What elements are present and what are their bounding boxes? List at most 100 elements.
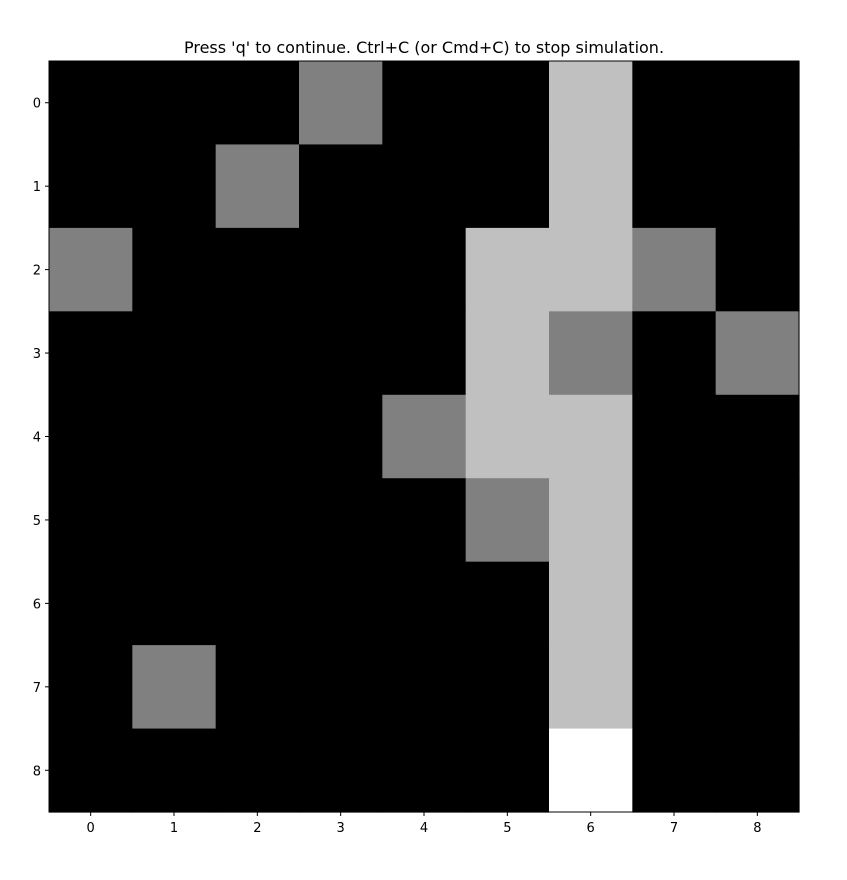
heatmap-cell-r4-c1 [132,394,217,479]
heatmap-cell-r6-c6 [549,561,633,646]
y-tick-label: 4 [33,431,41,446]
heatmap-cell-r6-c7 [632,561,717,646]
heatmap-cell-r0-c0 [49,61,133,146]
heatmap-cell-r0-c6 [549,61,633,146]
heatmap-cell-r8-c8 [715,728,800,813]
heatmap-cell-r3-c5 [465,311,550,396]
heatmap-cell-r5-c4 [382,478,467,563]
heatmap-cell-r3-c6 [549,311,633,396]
heatmap-cell-r4-c2 [215,394,300,479]
heatmap-cell-r3-c1 [132,311,217,396]
heatmap-cell-r0-c4 [382,61,467,146]
y-tick-label: 6 [33,597,41,612]
heatmap-cell-r1-c7 [632,144,717,229]
heatmap-cell-r8-c4 [382,728,467,813]
heatmap-cell-r3-c0 [49,311,133,396]
heatmap-cell-r6-c5 [465,561,550,646]
heatmap-cell-r2-c1 [132,227,217,312]
heatmap-cell-r7-c6 [549,645,633,730]
heatmap-cell-r6-c3 [299,561,383,646]
heatmap-cell-r4-c7 [632,394,717,479]
heatmap-cell-r1-c1 [132,144,217,229]
x-tick-label: 6 [587,821,595,836]
y-axis: 0 1 2 3 4 5 6 7 8 [33,97,49,779]
heatmap-cell-r4-c8 [715,394,800,479]
heatmap-cell-r7-c3 [299,645,383,730]
heatmap-cell-r8-c5 [465,728,550,813]
x-tick-label: 7 [670,821,678,836]
x-tick-label: 0 [87,821,95,836]
heatmap-cell-r1-c2 [215,144,300,229]
x-tick-label: 2 [253,821,261,836]
heatmap-cell-r6-c1 [132,561,217,646]
heatmap-cell-r4-c0 [49,394,133,479]
heatmap-cell-r8-c6 [549,728,633,813]
heatmap-cell-r3-c4 [382,311,467,396]
heatmap-cell-r5-c5 [465,478,550,563]
y-tick-label: 7 [33,681,41,696]
heatmap-cell-r6-c4 [382,561,467,646]
heatmap-cell-r2-c4 [382,227,467,312]
x-tick-label: 8 [753,821,761,836]
heatmap-cell-r0-c2 [215,61,300,146]
heatmap-cell-r7-c7 [632,645,717,730]
heatmap-cell-r5-c2 [215,478,300,563]
heatmap-cell-r7-c2 [215,645,300,730]
heatmap-cell-r2-c5 [465,227,550,312]
heatmap-cell-r3-c2 [215,311,300,396]
heatmap-cell-r7-c0 [49,645,133,730]
heatmap-cell-r6-c0 [49,561,133,646]
heatmap-cell-r1-c6 [549,144,633,229]
y-tick-label: 2 [33,264,41,279]
heatmap-cell-r5-c0 [49,478,133,563]
x-axis: 0 1 2 3 4 5 6 7 8 [87,812,761,836]
heatmap-cell-r7-c4 [382,645,467,730]
heatmap-cell-r8-c0 [49,728,133,813]
heatmap-cell-r2-c3 [299,227,383,312]
heatmap-cell-r2-c7 [632,227,717,312]
heatmap-cell-r6-c8 [715,561,800,646]
heatmap-cell-r3-c3 [299,311,383,396]
heatmap-cell-r7-c8 [715,645,800,730]
heatmap-cell-r6-c2 [215,561,300,646]
y-tick-label: 0 [33,97,41,112]
heatmap-cell-r1-c0 [49,144,133,229]
heatmap-cell-r2-c6 [549,227,633,312]
x-tick-label: 3 [337,821,345,836]
heatmap-cell-r8-c2 [215,728,300,813]
heatmap-grid [49,61,800,813]
heatmap-cell-r4-c5 [465,394,550,479]
heatmap-cell-r2-c0 [49,227,133,312]
heatmap-cell-r4-c4 [382,394,467,479]
x-tick-label: 1 [170,821,178,836]
heatmap-cell-r0-c3 [299,61,383,146]
heatmap-cell-r0-c8 [715,61,800,146]
y-tick-label: 1 [33,180,41,195]
heatmap-cell-r4-c6 [549,394,633,479]
heatmap-cell-r7-c5 [465,645,550,730]
heatmap-cell-r1-c3 [299,144,383,229]
heatmap-cell-r5-c6 [549,478,633,563]
heatmap-cell-r2-c2 [215,227,300,312]
heatmap-cell-r8-c1 [132,728,217,813]
heatmap-cell-r3-c8 [715,311,800,396]
heatmap-cell-r7-c1 [132,645,217,730]
heatmap-cell-r5-c1 [132,478,217,563]
y-tick-label: 5 [33,514,41,529]
heatmap-cell-r0-c7 [632,61,717,146]
heatmap-cell-r0-c5 [465,61,550,146]
heatmap-cell-r1-c4 [382,144,467,229]
x-tick-label: 5 [503,821,511,836]
heatmap-cell-r0-c1 [132,61,217,146]
heatmap-cell-r5-c7 [632,478,717,563]
heatmap-cell-r8-c3 [299,728,383,813]
heatmap-cell-r1-c5 [465,144,550,229]
heatmap-cell-r3-c7 [632,311,717,396]
y-tick-label: 8 [33,764,41,779]
heatmap-cell-r4-c3 [299,394,383,479]
heatmap-cell-r5-c3 [299,478,383,563]
x-tick-label: 4 [420,821,428,836]
heatmap-cell-r5-c8 [715,478,800,563]
heatmap-cell-r1-c8 [715,144,800,229]
